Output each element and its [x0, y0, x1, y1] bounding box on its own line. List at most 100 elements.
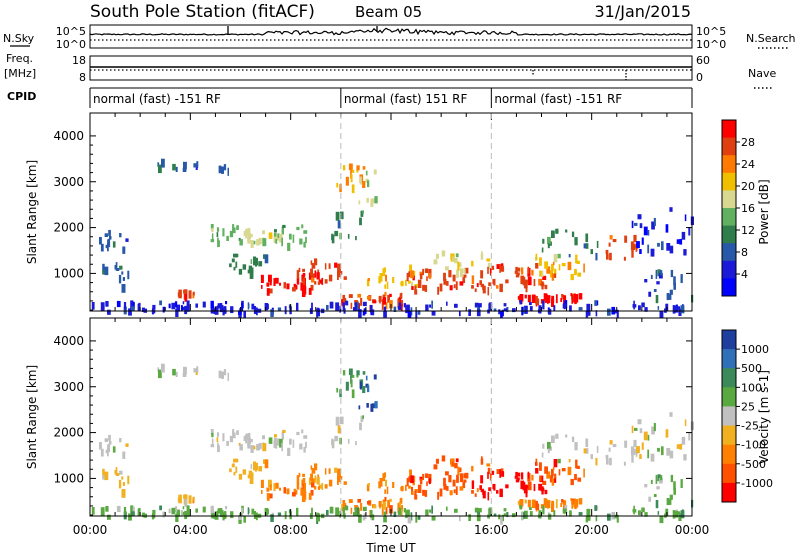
- echo-cell: [683, 249, 687, 256]
- echo-cell: [669, 494, 673, 500]
- velocity-axes: 1000 2000 3000 4000 00:00 04:00 08:00 12:00 16:0…: [53, 318, 709, 537]
- echo-cell: [264, 254, 269, 264]
- echo-cell: [452, 461, 454, 467]
- echo-cell: [433, 259, 438, 265]
- echo-cell: [443, 278, 447, 285]
- echo-cell: [633, 448, 636, 455]
- echo-cell: [657, 474, 661, 482]
- echo-cell: [182, 167, 187, 172]
- echo-cell: [542, 505, 545, 515]
- echo-cell: [222, 433, 225, 442]
- velocity-panel-frame: [89, 317, 693, 517]
- echo-cell: [529, 507, 532, 511]
- echo-cell: [417, 484, 422, 493]
- echo-cell: [311, 507, 313, 515]
- echo-cell: [411, 491, 414, 495]
- echo-cell: [122, 246, 126, 254]
- velocity-colorbar-label: Velocity [m s-1]: [757, 370, 771, 464]
- echo-cell: [468, 309, 471, 316]
- noise-right-tick-bottom: 10^0: [696, 38, 726, 51]
- echo-cell: [181, 510, 183, 517]
- echo-cell: [183, 366, 187, 375]
- power-colorbar-label: Power [dB]: [757, 179, 771, 244]
- echo-cell: [399, 501, 402, 510]
- echo-cell: [217, 237, 219, 242]
- echo-cell: [360, 415, 364, 422]
- echo-cell: [311, 277, 315, 283]
- echo-cell: [279, 438, 283, 448]
- echo-cell: [422, 284, 426, 291]
- echo-cell: [104, 471, 109, 481]
- echo-cell: [342, 294, 346, 300]
- colorbar-swatch: [722, 243, 736, 262]
- echo-cell: [585, 233, 589, 243]
- echo-cell: [431, 310, 436, 316]
- echo-cell: [335, 416, 340, 426]
- colorbar-swatch: [722, 425, 736, 446]
- echo-cell: [219, 303, 223, 310]
- echo-cell: [354, 302, 357, 311]
- echo-cell: [523, 510, 528, 519]
- echo-cell: [342, 499, 346, 505]
- echo-cell: [311, 468, 316, 474]
- echo-cell: [296, 431, 300, 436]
- colorbar-swatch: [722, 120, 736, 139]
- echo-cell: [102, 475, 105, 480]
- echo-cell: [540, 282, 545, 287]
- echo-cell: [389, 498, 392, 502]
- colorbar-tick-label: 4: [741, 268, 748, 281]
- echo-cell: [400, 304, 403, 311]
- echo-cell: [517, 477, 520, 481]
- echo-cell: [261, 490, 263, 494]
- echo-cell: [641, 507, 645, 513]
- echo-cell: [408, 271, 410, 278]
- echo-cell: [457, 261, 460, 271]
- colorbar-swatch: [722, 155, 736, 174]
- echo-cell: [188, 495, 192, 504]
- echo-cell: [104, 233, 109, 237]
- echo-cell: [339, 510, 341, 518]
- echo-cell: [512, 308, 516, 313]
- echo-cell: [358, 309, 362, 318]
- echo-cell: [107, 443, 111, 453]
- echo-cell: [555, 228, 559, 234]
- echo-cell: [122, 277, 125, 281]
- echo-cell: [348, 368, 353, 376]
- echo-cell: [517, 501, 520, 505]
- echo-cell: [283, 487, 286, 494]
- echo-cell: [533, 484, 536, 492]
- echo-cell: [186, 300, 190, 308]
- echo-cell: [102, 468, 105, 477]
- echo-cell: [428, 478, 431, 485]
- echo-cell: [476, 488, 479, 493]
- echo-cell: [253, 256, 257, 266]
- echo-cell: [247, 302, 250, 310]
- nave-label: Nave: [748, 67, 776, 80]
- echo-cell: [678, 513, 682, 521]
- echo-cell: [231, 258, 235, 263]
- echo-cell: [302, 272, 306, 277]
- echo-cell: [535, 295, 538, 305]
- echo-cell: [337, 220, 341, 229]
- noise-right-tick-top: 10^5: [696, 25, 726, 38]
- echo-cell: [188, 290, 192, 299]
- echo-cell: [413, 475, 416, 483]
- echo-cell: [548, 513, 552, 520]
- echo-cell: [527, 276, 532, 286]
- echo-cell: [657, 269, 661, 277]
- echo-cell: [373, 169, 377, 175]
- echo-cell: [547, 500, 551, 509]
- echo-cell: [577, 477, 582, 482]
- echo-cell: [116, 505, 121, 513]
- echo-cell: [182, 506, 185, 510]
- echo-cell: [210, 429, 214, 435]
- echo-cell: [480, 283, 485, 288]
- echo-cell: [408, 476, 410, 483]
- echo-cell: [405, 511, 408, 519]
- echo-cell: [223, 511, 227, 519]
- echo-cell: [247, 438, 250, 447]
- echo-cell: [342, 165, 346, 171]
- echo-cell: [314, 270, 317, 278]
- echo-cell: [193, 163, 198, 168]
- echo-cell: [659, 515, 664, 524]
